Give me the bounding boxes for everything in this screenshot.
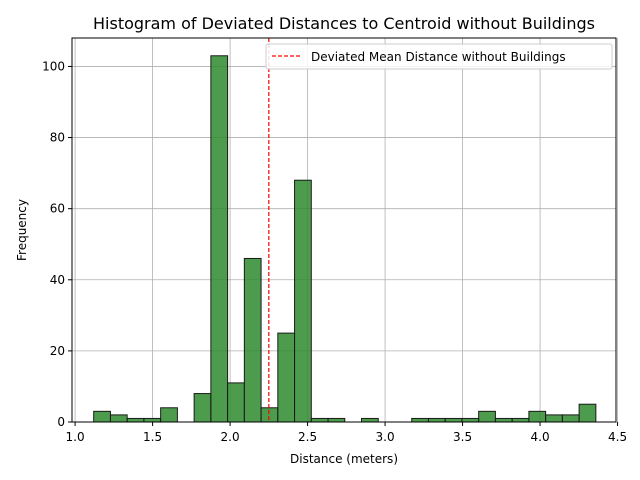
legend: Deviated Mean Distance without Buildings [265,43,613,70]
histogram-bar-12 [294,179,312,423]
histogram-bar-16 [361,417,379,423]
histogram-bar-2 [126,417,145,423]
plot-frame [71,37,617,423]
x-tick-label-6: 4.0 [531,430,550,444]
y-tick-label-2: 40 [50,273,65,287]
histogram-bar-4 [160,407,178,423]
histogram-bar-0 [93,410,111,423]
histogram-bar-9 [243,257,262,423]
legend-mean-line-label: Deviated Mean Distance without Buildings [311,50,566,64]
histogram-bar-24 [494,417,513,423]
x-tick-label-0: 1.0 [66,430,85,444]
legend-box [265,43,613,70]
histogram-bar-26 [528,410,547,423]
histogram-bar-10 [260,407,279,423]
histogram-bar-19 [411,417,429,423]
x-tick-label-1: 1.5 [143,430,162,444]
histogram-bar-3 [143,417,162,423]
histogram-bar-1 [109,414,128,423]
histogram-bar-29 [578,403,597,423]
histogram-bar-8 [227,382,245,423]
y-tick-label-0: 0 [57,415,65,429]
x-tick-label-4: 3.0 [376,430,395,444]
x-tick-label-3: 2.5 [298,430,317,444]
histogram-bar-13 [310,417,329,423]
chart-title: Histogram of Deviated Distances to Centr… [93,14,595,33]
histogram-bar-23 [478,410,496,423]
histogram-bar-21 [444,417,463,423]
x-tick-label-7: 4.5 [608,430,627,444]
histogram-bar-27 [545,414,563,423]
histogram-bar-25 [511,417,530,423]
y-tick-label-3: 60 [50,202,65,216]
histogram-bar-28 [561,414,580,423]
y-tick-label-4: 80 [50,131,65,145]
x-axis-label: Distance (meters) [290,452,398,466]
y-axis-label: Frequency [15,199,29,261]
x-tick-label-5: 3.5 [453,430,472,444]
y-tick-label-1: 20 [50,344,65,358]
histogram-bar-22 [461,417,480,423]
y-axis-ticks: 0 20 40 60 80 100 [42,59,72,429]
x-tick-label-2: 2.0 [221,430,240,444]
histogram-bar-11 [277,332,296,423]
y-tick-label-5: 100 [42,59,65,73]
histogram-bar-6 [193,393,212,423]
histogram-bar-14 [327,417,346,423]
histogram-bars [93,55,597,423]
x-axis-ticks: 1.0 1.5 2.0 2.5 3.0 3.5 4.0 4.5 [66,422,627,444]
histogram-bar-20 [427,417,446,423]
histogram-bar-7 [210,55,229,423]
